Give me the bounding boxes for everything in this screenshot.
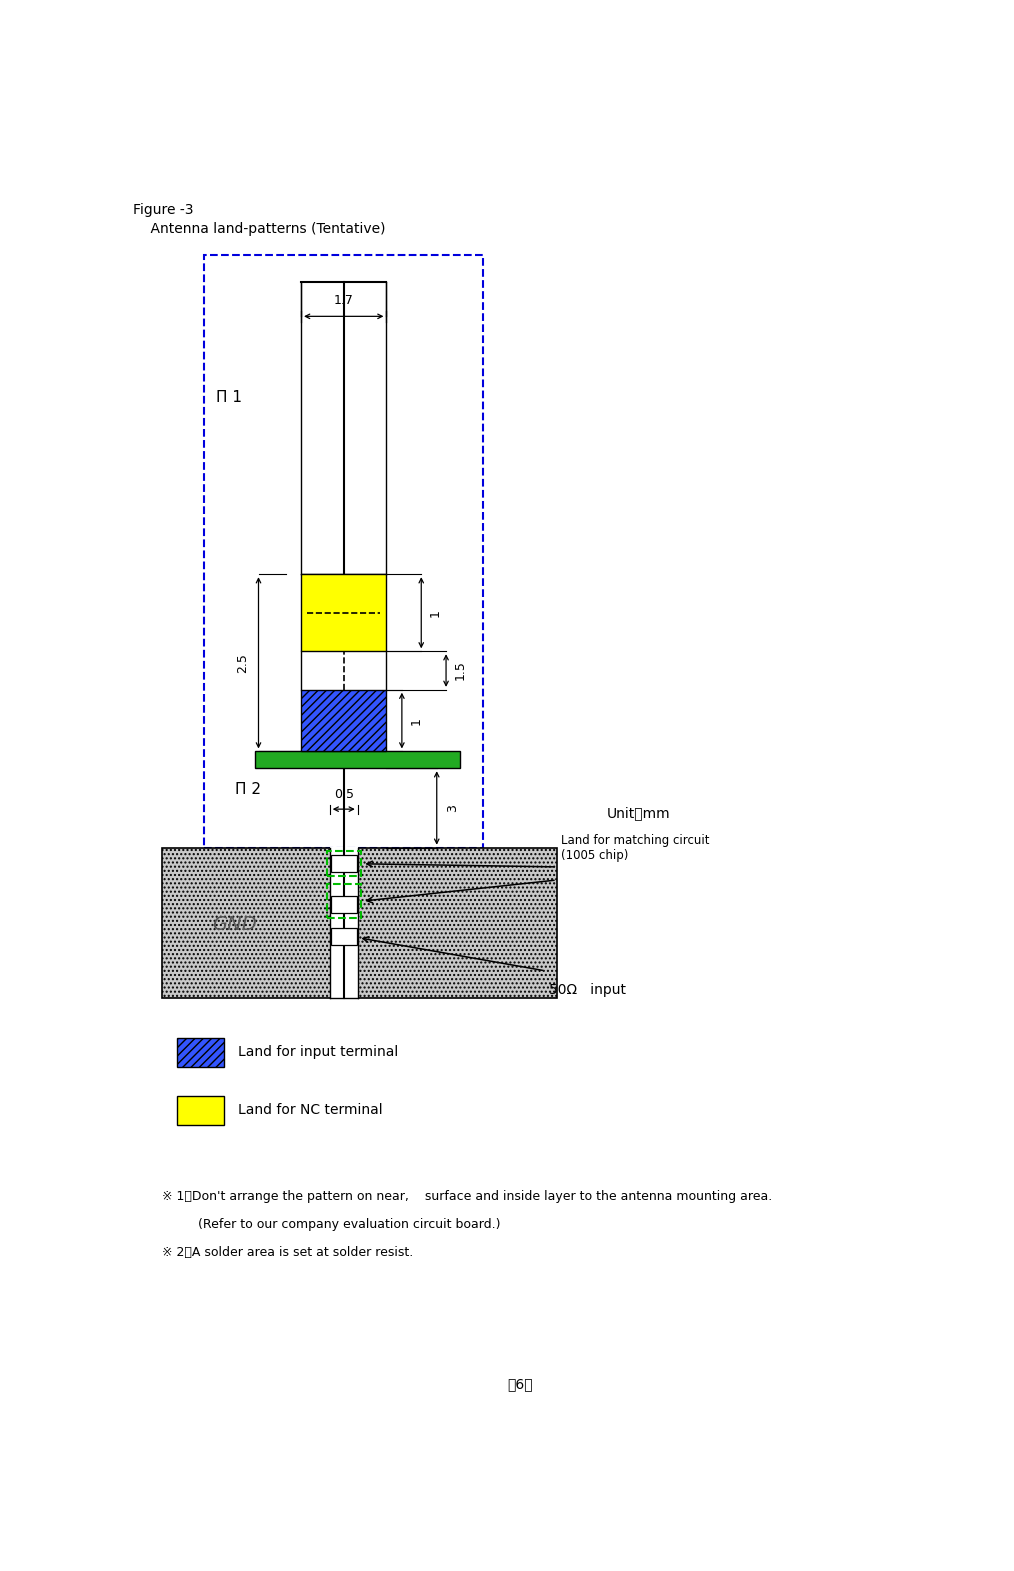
Bar: [327, 851, 361, 877]
Bar: [161, 848, 557, 998]
Bar: [301, 690, 386, 751]
Text: 1.5: 1.5: [454, 660, 466, 680]
Text: 1: 1: [429, 610, 442, 617]
Text: Π 1: Π 1: [216, 390, 242, 405]
Text: 1: 1: [410, 716, 423, 724]
Bar: [301, 575, 386, 652]
Text: GND: GND: [212, 916, 257, 935]
Text: Π 2: Π 2: [235, 782, 262, 798]
Text: －6－: －6－: [507, 1378, 532, 1392]
Text: 1.7: 1.7: [334, 294, 354, 306]
Text: 0.5: 0.5: [334, 787, 354, 801]
Text: (Refer to our company evaluation circuit board.): (Refer to our company evaluation circuit…: [161, 1218, 500, 1232]
Bar: [327, 884, 361, 919]
Bar: [255, 751, 460, 768]
Bar: [331, 928, 357, 946]
Text: ※ 2：A solder area is set at solder resist.: ※ 2：A solder area is set at solder resis…: [161, 1246, 413, 1258]
Text: ※ 1：Don't arrange the pattern on near,    surface and inside layer to the antenn: ※ 1：Don't arrange the pattern on near, s…: [161, 1191, 772, 1203]
Text: Land for input terminal: Land for input terminal: [237, 1045, 397, 1059]
Text: Land for matching circuit
(1005 chip): Land for matching circuit (1005 chip): [561, 834, 709, 862]
Text: 2.5: 2.5: [236, 654, 249, 672]
Bar: [177, 1095, 224, 1125]
Bar: [177, 1038, 224, 1067]
Text: Unit：mm: Unit：mm: [607, 806, 671, 820]
Bar: [331, 895, 357, 913]
Text: 50Ω   input: 50Ω input: [550, 983, 626, 998]
Text: Antenna land-patterns (Tentative): Antenna land-patterns (Tentative): [133, 222, 385, 236]
Bar: [330, 847, 358, 998]
Bar: [331, 855, 357, 872]
Text: Land for NC terminal: Land for NC terminal: [237, 1103, 382, 1117]
Text: Figure -3: Figure -3: [133, 203, 194, 217]
Bar: [204, 255, 484, 848]
Text: 3: 3: [446, 804, 459, 812]
